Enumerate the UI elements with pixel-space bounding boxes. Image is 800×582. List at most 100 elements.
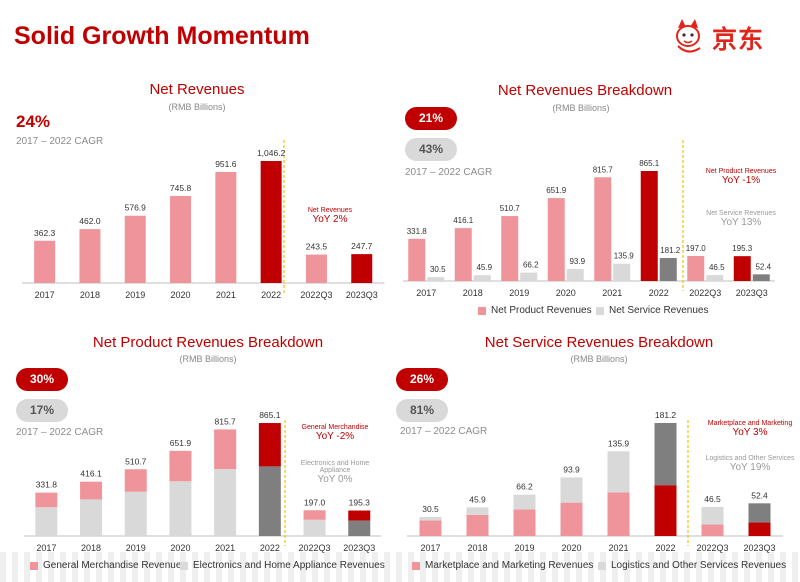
annotation-yoy: YoY 19% — [729, 462, 771, 473]
electronics-cagr-badge: 17% — [16, 399, 68, 422]
legend-swatch — [412, 561, 420, 570]
page-title: Solid Growth Momentum — [14, 22, 310, 50]
net-revenues-yoy-annotation: Net Revenues YoY 2% — [285, 207, 375, 225]
data-label: 745.8 — [170, 183, 192, 193]
legend-swatch — [598, 561, 606, 570]
bar-segment-lower — [303, 519, 326, 536]
bar-net-product — [687, 255, 705, 281]
data-label: 865.1 — [259, 410, 281, 420]
data-label: 247.7 — [351, 241, 373, 251]
bar-net-service — [473, 275, 491, 281]
bar-segment-lower — [214, 468, 237, 536]
legend-label: Logistics and Other Services Revenues — [611, 560, 787, 571]
cagr-label: 2017 – 2022 CAGR — [405, 167, 493, 178]
net-product-breakdown-title: Net Product Revenues Breakdown — [92, 334, 324, 351]
bar-segment-lower — [124, 491, 147, 536]
bar-segment-lower — [701, 524, 724, 536]
category-label: 2018 — [81, 543, 101, 553]
data-label: 1,046.2 — [257, 148, 286, 158]
bar-net-product — [547, 198, 565, 281]
bar-segment-upper — [169, 450, 192, 482]
category-label: 2018 — [467, 543, 487, 553]
legend-label: Marketplace and Marketing Revenues — [425, 560, 594, 571]
category-label: 2020 — [170, 543, 190, 553]
net-revenues-title: Net Revenues — [149, 81, 245, 98]
bar-segment-lower — [348, 520, 371, 536]
category-label: 2019 — [126, 543, 146, 553]
data-label: 197.0 — [304, 497, 326, 507]
category-label: 2022 — [649, 288, 669, 298]
bar-net-revenues — [260, 161, 282, 283]
cagr-label: 2017 – 2022 CAGR — [16, 427, 104, 438]
logistics-yoy-annotation: Logistics and Other Services YoY 19% — [702, 455, 798, 473]
bar-segment-upper — [214, 429, 237, 469]
legend-logistics: Logistics and Other Services Revenues — [598, 560, 786, 571]
category-label: 2022Q3 — [689, 288, 721, 298]
category-label: 2017 — [420, 543, 440, 553]
data-label: 45.9 — [476, 263, 492, 272]
data-label: 30.5 — [430, 265, 446, 274]
bar-segment-upper — [607, 451, 630, 493]
annotation-label: General Merchandise — [301, 424, 369, 431]
category-label: 2021 — [602, 288, 622, 298]
data-label: 46.5 — [709, 263, 725, 272]
bar-segment-upper — [258, 423, 281, 467]
net-revenues-breakdown-title: Net Revenues Breakdown — [497, 82, 673, 99]
bar-segment-lower — [419, 520, 442, 536]
bar-net-revenues — [305, 254, 327, 283]
data-label: 93.9 — [569, 257, 585, 266]
bar-net-product — [501, 216, 519, 281]
category-label: 2021 — [215, 543, 235, 553]
data-label: 865.1 — [639, 159, 660, 168]
annotation-yoy: YoY 13% — [720, 217, 762, 228]
data-label: 45.9 — [469, 494, 486, 504]
net-revenues-cagr: 24% — [16, 112, 51, 131]
category-label: 2019 — [514, 543, 534, 553]
data-label: 416.1 — [453, 216, 474, 225]
legend-swatch — [180, 561, 188, 570]
bar-net-product — [640, 171, 658, 281]
cagr-label: 2017 – 2022 CAGR — [16, 136, 104, 147]
annotation-yoy: YoY 0% — [317, 474, 353, 485]
legend-net-product: Net Product Revenues — [478, 305, 592, 316]
data-label: 135.9 — [608, 438, 630, 448]
bar-segment-lower — [258, 466, 281, 536]
category-label: 2020 — [556, 288, 576, 298]
net-service-breakdown-title: Net Service Revenues Breakdown — [484, 334, 714, 351]
general-merchandise-cagr-badge: 30% — [16, 368, 68, 391]
bar-segment-lower — [748, 522, 771, 536]
jd-logo-mascot-icon — [676, 19, 701, 53]
bar-segment-upper — [124, 469, 147, 492]
legend-swatch — [478, 306, 486, 315]
bar-segment-lower — [35, 507, 58, 536]
legend-net-service: Net Service Revenues — [596, 305, 709, 316]
bar-segment-upper — [560, 477, 583, 503]
annotation-label: Logistics and Other Services — [705, 455, 795, 462]
data-label: 195.3 — [349, 498, 371, 508]
annotation-label: Net Revenues — [307, 207, 353, 214]
bar-segment-upper — [80, 481, 103, 500]
product-cagr-badge: 21% — [405, 107, 457, 130]
bar-net-service — [659, 257, 677, 281]
bar-net-product — [594, 177, 612, 281]
category-label: 2019 — [125, 290, 145, 300]
category-label: 2020 — [561, 543, 581, 553]
bar-segment-lower — [513, 509, 536, 536]
bar-segment-lower — [560, 502, 583, 536]
annotation-label: Net Product Revenues — [705, 168, 777, 175]
annotation-label: Net Service Revenues — [706, 210, 776, 217]
data-label: 30.5 — [422, 504, 439, 514]
category-label: 2022 — [655, 543, 675, 553]
bar-net-product — [733, 256, 751, 281]
category-label: 2020 — [171, 290, 191, 300]
marketplace-cagr-badge: 26% — [396, 368, 448, 391]
annotation-yoy: YoY -2% — [315, 431, 355, 442]
bar-net-revenues — [351, 254, 373, 283]
category-label: 2023Q3 — [743, 543, 775, 553]
bar-segment-upper — [303, 510, 326, 520]
category-label: 2022Q3 — [696, 543, 728, 553]
product-yoy-annotation: Net Product Revenues YoY -1% — [686, 168, 796, 186]
data-label: 195.3 — [732, 244, 753, 253]
data-label: 815.7 — [593, 165, 614, 174]
